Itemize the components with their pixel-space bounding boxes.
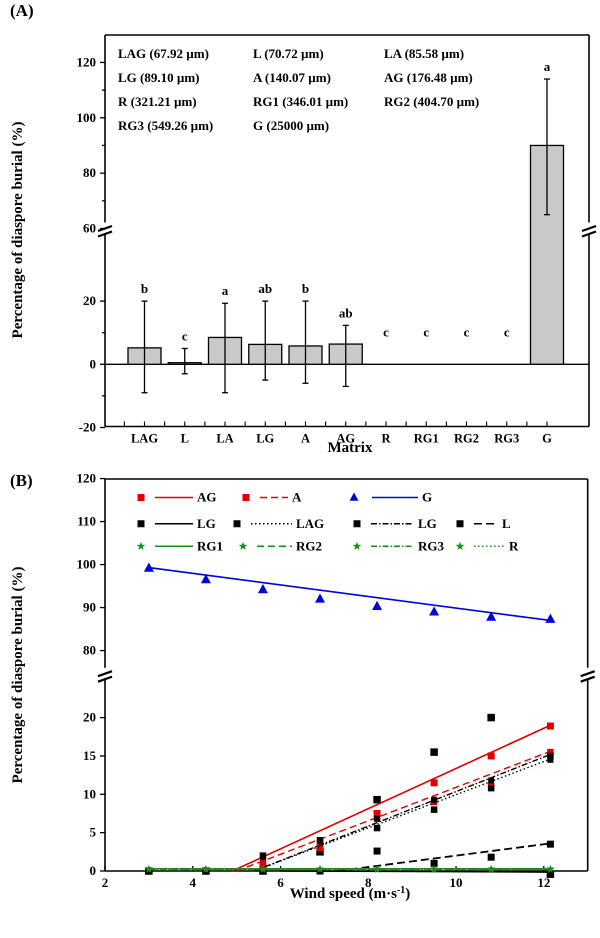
svg-text:15: 15 [83,748,97,763]
svg-text:a: a [544,59,551,74]
svg-text:A: A [301,432,310,446]
svg-text:LG: LG [256,432,274,446]
svg-text:b: b [141,281,148,296]
svg-text:c: c [383,324,389,339]
svg-text:L: L [502,516,511,531]
svg-text:RG1: RG1 [197,538,223,553]
svg-text:(B): (B) [10,471,33,490]
svg-text:10: 10 [450,875,463,890]
svg-text:4: 4 [190,875,197,890]
svg-text:c: c [423,324,429,339]
svg-text:80: 80 [83,643,96,658]
svg-text:L (70.72 µm): L (70.72 µm) [253,46,324,61]
svg-text:LA (85.58 µm): LA (85.58 µm) [384,46,464,61]
svg-text:RG1: RG1 [414,432,439,446]
svg-text:LA: LA [216,432,233,446]
svg-text:R: R [381,432,391,446]
svg-text:120: 120 [77,54,97,69]
svg-text:AG (176.48 µm): AG (176.48 µm) [384,70,473,85]
svg-text:90: 90 [83,600,96,615]
svg-text:110: 110 [77,514,96,529]
svg-text:10: 10 [83,786,96,801]
svg-text:(A): (A) [10,1,34,20]
svg-text:LAG: LAG [131,432,158,446]
svg-text:RG3: RG3 [494,432,519,446]
svg-text:2: 2 [102,875,109,890]
svg-text:AG: AG [336,432,355,446]
svg-text:ab: ab [258,281,272,296]
svg-text:20: 20 [83,710,96,725]
svg-text:80: 80 [83,165,96,180]
svg-text:A: A [292,490,302,505]
svg-text:G: G [422,490,432,505]
svg-text:60: 60 [83,221,96,236]
svg-text:RG1 (346.01 µm): RG1 (346.01 µm) [253,94,348,109]
svg-text:LG: LG [418,516,437,531]
svg-text:100: 100 [77,557,97,572]
svg-text:Wind speed (m·s-1): Wind speed (m·s-1) [290,885,411,903]
svg-text:RG2: RG2 [454,432,479,446]
svg-text:AG: AG [197,490,217,505]
svg-text:R: R [509,538,519,553]
svg-text:R (321.21 µm): R (321.21 µm) [118,94,197,109]
svg-text:a: a [222,283,229,298]
svg-text:Percentage of diaspore burial: Percentage of diaspore burial (%) [10,122,26,339]
svg-text:Percentage of diaspore burial: Percentage of diaspore burial (%) [10,567,26,784]
svg-text:6: 6 [277,875,284,890]
svg-text:A (140.07 µm): A (140.07 µm) [253,70,331,85]
svg-text:c: c [504,324,510,339]
svg-text:120: 120 [77,471,97,486]
svg-text:0: 0 [90,356,97,371]
svg-text:G (25000 µm): G (25000 µm) [253,118,329,133]
svg-text:0: 0 [90,863,97,878]
svg-text:c: c [464,324,470,339]
svg-text:LG: LG [197,516,216,531]
svg-text:L: L [181,432,189,446]
svg-text:ab: ab [339,305,353,320]
svg-text:-20: -20 [79,420,96,435]
svg-text:RG3: RG3 [418,538,445,553]
svg-text:b: b [302,281,309,296]
svg-text:8: 8 [365,875,372,890]
svg-text:c: c [182,329,188,344]
svg-text:G: G [542,432,552,446]
svg-text:20: 20 [83,293,96,308]
svg-text:RG2 (404.70 µm): RG2 (404.70 µm) [384,94,479,109]
svg-text:100: 100 [77,110,97,125]
svg-text:RG2: RG2 [296,538,322,553]
svg-text:5: 5 [90,825,97,840]
svg-text:RG3 (549.26 µm): RG3 (549.26 µm) [118,118,213,133]
svg-text:LAG (67.92 µm): LAG (67.92 µm) [118,46,209,61]
svg-text:LG (89.10 µm): LG (89.10 µm) [118,70,200,85]
svg-text:LAG: LAG [296,516,324,531]
